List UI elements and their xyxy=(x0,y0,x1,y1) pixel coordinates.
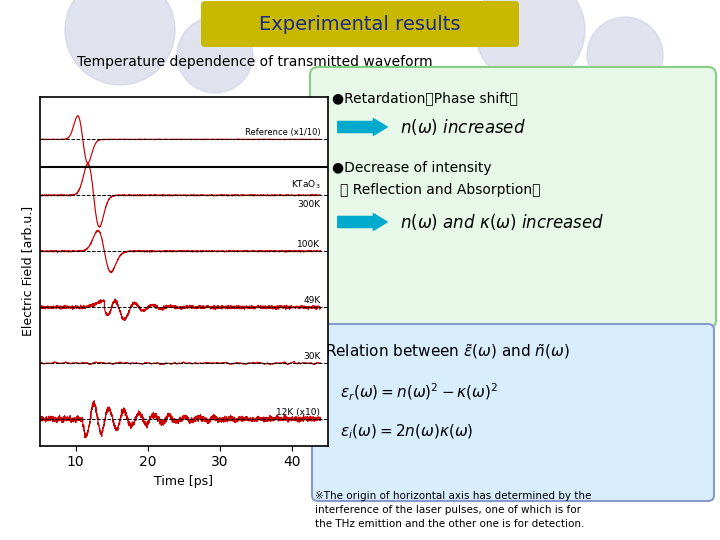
X-axis label: Time [ps]: Time [ps] xyxy=(154,475,213,488)
Text: KTaO$_3$: KTaO$_3$ xyxy=(291,179,320,191)
FancyBboxPatch shape xyxy=(310,67,716,328)
Text: 100K: 100K xyxy=(297,240,320,249)
FancyArrowPatch shape xyxy=(338,214,387,231)
Circle shape xyxy=(65,0,175,85)
Y-axis label: Electric Field [arb.u.]: Electric Field [arb.u.] xyxy=(21,206,34,336)
Text: 300K: 300K xyxy=(297,200,320,208)
Circle shape xyxy=(475,0,585,85)
Text: Relation between $\tilde{\varepsilon}(\omega)$ and $\tilde{n}(\omega)$: Relation between $\tilde{\varepsilon}(\o… xyxy=(325,342,570,361)
Text: $n(\omega)$ increased: $n(\omega)$ increased xyxy=(400,117,526,137)
FancyBboxPatch shape xyxy=(201,1,519,47)
FancyBboxPatch shape xyxy=(312,324,714,501)
Text: Experimental results: Experimental results xyxy=(259,16,461,35)
Text: Reference (x1/10): Reference (x1/10) xyxy=(245,128,320,137)
Text: ●Retardation（Phase shift）: ●Retardation（Phase shift） xyxy=(332,91,518,105)
Text: 30K: 30K xyxy=(303,352,320,361)
Text: ●Decrease of intensity: ●Decrease of intensity xyxy=(332,161,492,175)
Text: Temperature dependence of transmitted waveform: Temperature dependence of transmitted wa… xyxy=(77,55,433,69)
Text: $\varepsilon_i(\omega) = 2n(\omega)\kappa(\omega)$: $\varepsilon_i(\omega) = 2n(\omega)\kapp… xyxy=(340,423,473,441)
Text: $n(\omega)$ and $\kappa(\omega)$ increased: $n(\omega)$ and $\kappa(\omega)$ increas… xyxy=(400,212,604,232)
Text: 12K (x10): 12K (x10) xyxy=(276,408,320,417)
FancyArrowPatch shape xyxy=(338,119,387,136)
Text: 49K: 49K xyxy=(303,296,320,305)
Text: ※The origin of horizontal axis has determined by the
interference of the laser p: ※The origin of horizontal axis has deter… xyxy=(315,491,591,529)
Text: $\varepsilon_r(\omega) = n(\omega)^2 - \kappa(\omega)^2$: $\varepsilon_r(\omega) = n(\omega)^2 - \… xyxy=(340,381,498,402)
Circle shape xyxy=(177,17,253,93)
Circle shape xyxy=(587,17,663,93)
Text: （ Reflection and Absorption）: （ Reflection and Absorption） xyxy=(340,183,541,197)
